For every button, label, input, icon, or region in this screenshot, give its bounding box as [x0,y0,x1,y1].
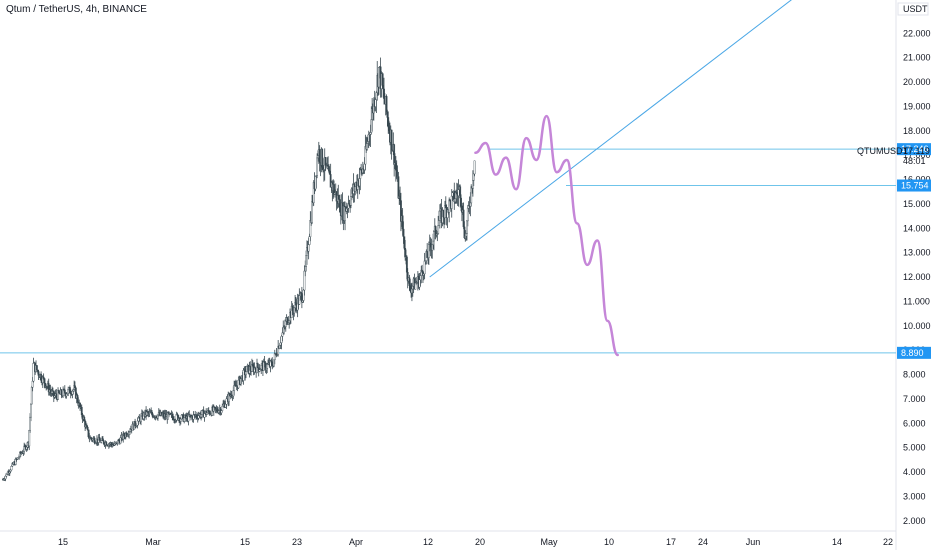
x-tick-label: 24 [698,537,708,547]
current-price-label: 17.119 [903,146,930,156]
candle-body [473,160,476,175]
x-tick-label: 17 [666,537,676,547]
y-tick-label: 5.000 [903,443,926,453]
y-tick-label: 20.000 [903,77,931,87]
candle-body [86,427,89,431]
trendline [429,0,792,278]
price-axis-unit: USDT [897,2,929,16]
price-badge [897,346,931,359]
candle-body [307,244,310,252]
candle-body [225,398,228,405]
y-tick-label: 22.000 [903,28,931,38]
candle-body [318,149,321,163]
candles-layer [2,57,476,482]
candle-body [256,363,259,369]
y-tick-label: 21.000 [903,53,931,63]
x-tick-label: 12 [423,537,433,547]
candle-body [43,378,46,384]
y-tick-label: 14.000 [903,223,931,233]
y-tick-label: 13.000 [903,248,931,258]
candle-body [321,148,324,168]
horizontal-levels [0,148,896,354]
unit-label: USDT [903,4,928,14]
candle-body [32,362,35,382]
candle-body [35,365,38,371]
candle-body [221,405,224,411]
projection-path [474,114,619,357]
candle-body [437,225,440,234]
y-tick-label: 18.000 [903,126,931,136]
x-tick-label: 20 [475,537,485,547]
x-tick-label: May [540,537,558,547]
y-tick-label: 12.000 [903,272,931,282]
chart-title: Qtum / TetherUS, 4h, BINANCE [6,4,147,15]
price-badge [897,143,931,156]
projection-layer [474,114,619,357]
x-tick-label: 14 [832,537,842,547]
x-tick-label: 10 [604,537,614,547]
y-tick-label: 2.000 [903,516,926,526]
y-tick-label: 11.000 [903,296,930,306]
price-badges: 17.246 15.754 8.890 [897,143,931,359]
y-tick-label: 10.000 [903,321,931,331]
y-tick-label: 3.000 [903,491,926,501]
x-tick-label: Jun [746,537,761,547]
x-tick-label: 22 [883,537,893,547]
y-tick-label: 19.000 [903,101,931,111]
price-badge-label: 17.246 [901,144,929,154]
candle-body [385,96,388,112]
candle-body [30,403,32,418]
y-tick-label: 7.000 [903,394,926,404]
trendline-layer [429,0,792,278]
y-tick-label: 8.000 [903,370,926,380]
candle-body [460,197,462,207]
candle-body [245,371,247,375]
candle-body [390,129,393,151]
price-axis: 2.0003.0004.0005.0006.0007.0008.0009.000… [903,28,931,526]
x-tick-label: 15 [58,537,68,547]
price-badge-label: 8.890 [901,348,924,358]
price-badge [897,179,931,192]
candle-body [402,228,405,237]
x-tick-label: Mar [145,537,161,547]
time-axis: 15 Mar 15 23 Apr 12 20 May 10 17 24 Jun 14 22 [58,537,893,547]
y-tick-label: 4.000 [903,467,926,477]
x-tick-label: Apr [349,537,363,547]
price-badge-label: 15.754 [901,181,929,191]
y-tick-label: 6.000 [903,418,926,428]
countdown-label: 48:01 [903,156,926,166]
candle-body [328,166,330,172]
x-tick-label: 23 [292,537,302,547]
current-symbol-label: QTUMUSDT [857,146,908,156]
x-tick-label: 15 [240,537,250,547]
y-tick-label: 15.000 [903,199,931,209]
